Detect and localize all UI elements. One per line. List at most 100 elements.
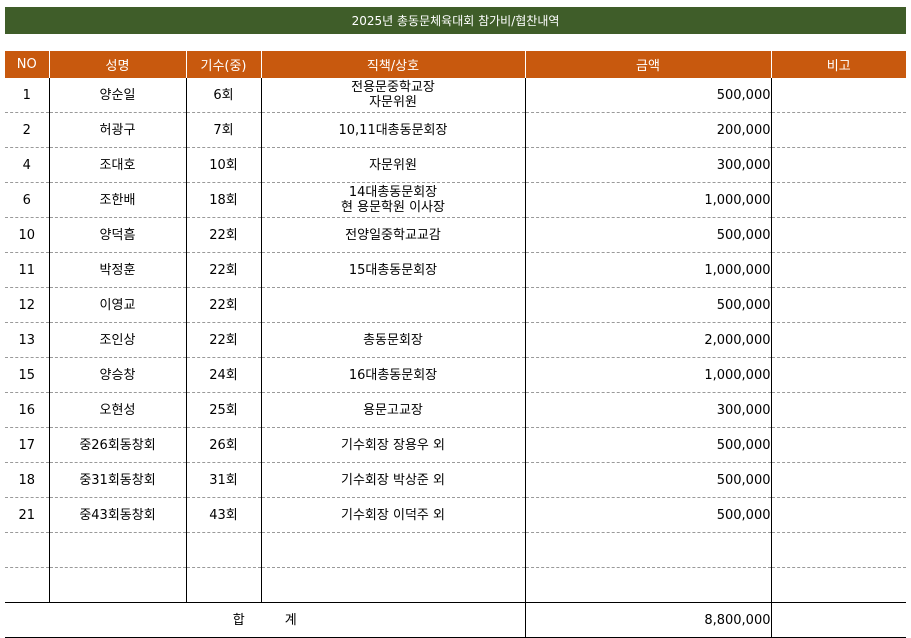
row-amount: 500,000 bbox=[524, 287, 771, 323]
row-name: 오현성 bbox=[48, 392, 186, 428]
table-row: 11 박정훈 22회 15대총동문회장 1,000,000 bbox=[5, 252, 906, 288]
row-position: 15대총동문회장 bbox=[260, 252, 525, 288]
row-no: 10 bbox=[5, 217, 49, 253]
table-row: 10 양덕흠 22회 전양일중학교교감 500,000 bbox=[5, 217, 906, 253]
row-name: 허광구 bbox=[48, 112, 186, 148]
row-position: 총동문회장 bbox=[260, 322, 525, 358]
row-note bbox=[770, 392, 906, 428]
row-class: 22회 bbox=[185, 322, 261, 358]
header-position: 직책/상호 bbox=[260, 51, 525, 78]
row-name: 중43회동창회 bbox=[48, 497, 186, 533]
blank-row bbox=[5, 567, 906, 603]
contribution-table: NO 성명 기수(중) 직책/상호 금액 비고 1 양순일 6회 전용문중학교장 자문… bbox=[5, 51, 906, 638]
row-name: 중31회동창회 bbox=[48, 462, 186, 498]
table-row: 15 양승창 24회 16대총동문회장 1,000,000 bbox=[5, 357, 906, 393]
row-name: 조한배 bbox=[48, 182, 186, 218]
blank-cell bbox=[770, 532, 906, 568]
row-no: 13 bbox=[5, 322, 49, 358]
total-label-text: 합계 bbox=[232, 612, 337, 628]
row-position: 전용문중학교장 자문위원 bbox=[260, 78, 525, 113]
blank-cell bbox=[185, 532, 261, 568]
row-amount: 1,000,000 bbox=[524, 357, 771, 393]
row-note bbox=[770, 462, 906, 498]
row-note bbox=[770, 322, 906, 358]
row-note bbox=[770, 182, 906, 218]
row-amount: 500,000 bbox=[524, 78, 771, 113]
row-no: 6 bbox=[5, 182, 49, 218]
row-amount: 500,000 bbox=[524, 462, 771, 498]
row-no: 15 bbox=[5, 357, 49, 393]
table-row: 13 조인상 22회 총동문회장 2,000,000 bbox=[5, 322, 906, 358]
row-position: 용문고교장 bbox=[260, 392, 525, 428]
blank-cell bbox=[5, 568, 49, 603]
row-position: 전양일중학교교감 bbox=[260, 217, 525, 253]
row-class: 22회 bbox=[185, 252, 261, 288]
row-no: 21 bbox=[5, 497, 49, 533]
row-name: 박정훈 bbox=[48, 252, 186, 288]
row-amount: 300,000 bbox=[524, 392, 771, 428]
row-class: 10회 bbox=[185, 147, 261, 183]
row-amount: 200,000 bbox=[524, 112, 771, 148]
row-note bbox=[770, 427, 906, 463]
total-note bbox=[770, 602, 906, 638]
row-amount: 500,000 bbox=[524, 217, 771, 253]
blank-cell bbox=[48, 532, 186, 568]
row-amount: 500,000 bbox=[524, 427, 771, 463]
row-class: 26회 bbox=[185, 427, 261, 463]
row-position: 10,11대총동문회장 bbox=[260, 112, 525, 148]
row-position: 16대총동문회장 bbox=[260, 357, 525, 393]
table-row: 4 조대호 10회 자문위원 300,000 bbox=[5, 147, 906, 183]
header-row: NO 성명 기수(중) 직책/상호 금액 비고 bbox=[5, 51, 906, 78]
row-no: 1 bbox=[5, 78, 49, 113]
table-row: 6 조한배 18회 14대총동문회장 현 용문학원 이사장 1,000,000 bbox=[5, 182, 906, 218]
table-row: 12 이영교 22회 500,000 bbox=[5, 287, 906, 323]
row-note bbox=[770, 252, 906, 288]
row-note bbox=[770, 147, 906, 183]
table-row: 17 중26회동창회 26회 기수회장 장용우 외 500,000 bbox=[5, 427, 906, 463]
row-no: 2 bbox=[5, 112, 49, 148]
row-amount: 500,000 bbox=[524, 497, 771, 533]
row-position bbox=[260, 287, 525, 323]
row-note bbox=[770, 217, 906, 253]
row-position: 14대총동문회장 현 용문학원 이사장 bbox=[260, 182, 525, 218]
row-class: 6회 bbox=[185, 78, 261, 113]
table-row: 2 허광구 7회 10,11대총동문회장 200,000 bbox=[5, 112, 906, 148]
row-amount: 1,000,000 bbox=[524, 182, 771, 218]
row-name: 양덕흠 bbox=[48, 217, 186, 253]
row-class: 22회 bbox=[185, 217, 261, 253]
row-amount: 1,000,000 bbox=[524, 252, 771, 288]
header-no: NO bbox=[5, 51, 49, 78]
row-no: 17 bbox=[5, 427, 49, 463]
row-class: 24회 bbox=[185, 357, 261, 393]
row-no: 16 bbox=[5, 392, 49, 428]
row-note bbox=[770, 78, 906, 113]
blank-cell bbox=[524, 567, 771, 603]
row-name: 조대호 bbox=[48, 147, 186, 183]
header-name: 성명 bbox=[48, 51, 186, 78]
total-row: 합계 8,800,000 bbox=[5, 602, 906, 638]
row-note bbox=[770, 357, 906, 393]
blank-cell bbox=[770, 567, 906, 603]
blank-cell bbox=[260, 532, 525, 568]
header-amount: 금액 bbox=[524, 51, 771, 78]
table-row: 21 중43회동창회 43회 기수회장 이덕주 외 500,000 bbox=[5, 497, 906, 533]
row-amount: 2,000,000 bbox=[524, 322, 771, 358]
row-class: 25회 bbox=[185, 392, 261, 428]
row-class: 43회 bbox=[185, 497, 261, 533]
header-class: 기수(중) bbox=[185, 51, 261, 78]
table-row: 18 중31회동창회 31회 기수회장 박상준 외 500,000 bbox=[5, 462, 906, 498]
row-no: 12 bbox=[5, 287, 49, 323]
table-row: 16 오현성 25회 용문고교장 300,000 bbox=[5, 392, 906, 428]
header-note: 비고 bbox=[770, 51, 906, 78]
row-class: 31회 bbox=[185, 462, 261, 498]
row-position: 자문위원 bbox=[260, 147, 525, 183]
row-name: 조인상 bbox=[48, 322, 186, 358]
row-note bbox=[770, 112, 906, 148]
row-position: 기수회장 장용우 외 bbox=[260, 427, 525, 463]
row-name: 이영교 bbox=[48, 287, 186, 323]
row-note bbox=[770, 287, 906, 323]
total-amount: 8,800,000 bbox=[524, 602, 771, 638]
total-label: 합계 bbox=[5, 602, 525, 638]
row-note bbox=[770, 497, 906, 533]
row-amount: 300,000 bbox=[524, 147, 771, 183]
